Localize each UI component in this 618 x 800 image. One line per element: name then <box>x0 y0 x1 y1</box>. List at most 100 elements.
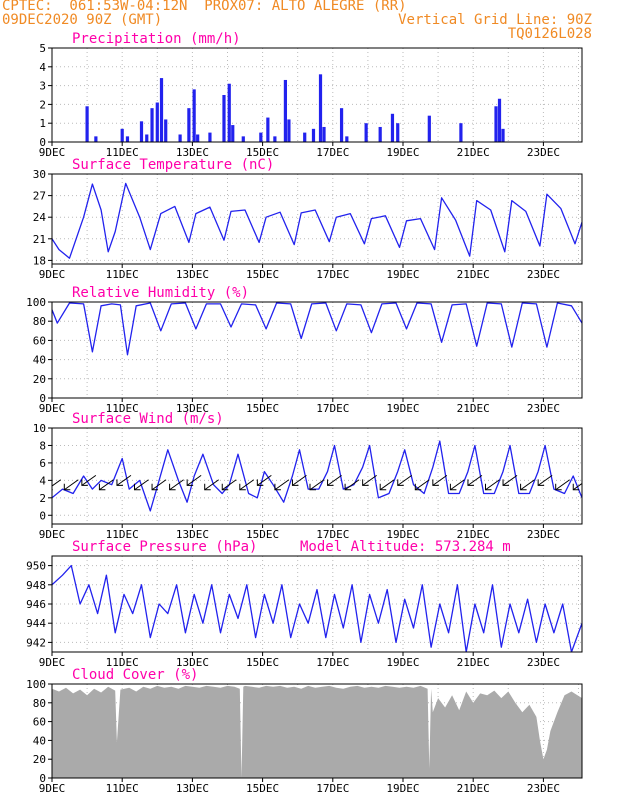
header-station: CPTEC: 061:53W-04:12N PROX07: ALTO ALEGR… <box>2 0 407 14</box>
precip-bar <box>259 132 263 142</box>
x-tick-label: 11DEC <box>106 402 139 415</box>
x-tick-label: 13DEC <box>176 656 209 669</box>
x-tick-label: 21DEC <box>457 528 490 541</box>
precip-bar <box>139 121 144 142</box>
x-tick-label: 11DEC <box>106 528 139 541</box>
y-tick-label: 100 <box>26 678 46 691</box>
y-tick-label: 950 <box>26 560 46 573</box>
series-line <box>52 564 582 652</box>
y-tick-label: 100 <box>26 296 46 309</box>
panel-extra-label: Model Altitude: 573.284 m <box>300 539 511 555</box>
precip-bar <box>459 123 463 142</box>
panel-5: 942 944 946 948 950 9DEC 11DEC 13DEC 15DEC 17DEC 1… <box>26 539 583 669</box>
wind-arrow-head <box>379 483 387 491</box>
x-tick-label: 23DEC <box>527 656 560 669</box>
wind-arrow <box>134 479 149 491</box>
y-tick-label: 944 <box>26 617 46 630</box>
x-tick-label: 13DEC <box>176 146 209 159</box>
x-tick-label: 17DEC <box>316 268 349 281</box>
wind-arrow-head <box>98 483 106 491</box>
panel-border <box>51 555 583 653</box>
x-tick-label: 13DEC <box>176 528 209 541</box>
precip-bar <box>427 115 431 142</box>
precip-bar <box>155 102 159 142</box>
precip-bar <box>322 126 326 142</box>
wind-arrow <box>292 474 307 486</box>
panel-frame <box>51 301 583 399</box>
x-tick-label: 21DEC <box>457 146 490 159</box>
panel-1: 0 1 2 3 4 5 9DEC 11DEC 13DEC 15DEC 17DEC 19DEC 21DEC… <box>39 31 583 159</box>
y-tick-label: 948 <box>26 579 46 592</box>
panel-border <box>51 47 583 143</box>
y-tick-label: 60 <box>33 716 46 729</box>
header-code: TQ0126L028 <box>507 26 592 42</box>
series-line <box>52 182 582 259</box>
precip-bar <box>150 108 154 142</box>
wind-arrow-head <box>239 483 246 491</box>
precip-bar <box>364 123 368 142</box>
wind-arrow-head <box>221 483 229 491</box>
wind-arrow-head <box>256 479 264 486</box>
y-tick-label: 60 <box>33 334 46 347</box>
x-tick-label: 15DEC <box>246 402 279 415</box>
wind-arrow-head <box>291 479 299 486</box>
precip-bar <box>497 98 502 142</box>
precip-bar <box>94 136 98 142</box>
series-line <box>52 302 582 356</box>
wind-arrow-head <box>520 483 527 491</box>
wind-arrow <box>502 474 518 486</box>
y-tick-label: 946 <box>26 598 46 611</box>
x-tick-label: 21DEC <box>457 402 490 415</box>
wind-arrow <box>204 479 219 491</box>
precip-bar <box>120 128 124 142</box>
x-tick-label: 15DEC <box>246 268 279 281</box>
wind-arrow <box>415 479 430 491</box>
precip-bar <box>159 78 164 142</box>
wind-arrow-head <box>169 483 176 491</box>
wind-arrow <box>432 474 448 486</box>
panel-frame <box>51 47 583 143</box>
wind-arrow-head <box>151 483 159 491</box>
x-tick-label: 19DEC <box>386 402 419 415</box>
x-tick-label: 19DEC <box>386 268 419 281</box>
precip-bar <box>396 123 400 142</box>
panel-title: Surface Pressure (hPa) <box>72 539 257 555</box>
y-tick-label: 20 <box>33 753 46 766</box>
wind-arrow-head <box>397 479 404 486</box>
y-tick-label: 1 <box>39 117 46 130</box>
precip-bar <box>208 132 212 142</box>
y-tick-label: 5 <box>39 42 46 55</box>
wind-arrow <box>450 479 465 491</box>
y-tick-label: 0 <box>39 136 46 149</box>
x-tick-label: 19DEC <box>386 656 419 669</box>
wind-arrow-head <box>484 483 492 491</box>
x-tick-label: 9DEC <box>39 528 66 541</box>
x-tick-label: 17DEC <box>316 782 349 795</box>
precip-bar <box>390 113 395 142</box>
wind-arrow <box>81 474 97 486</box>
x-tick-label: 17DEC <box>316 656 349 669</box>
panel-border <box>51 427 583 525</box>
y-tick-label: 8 <box>39 439 46 452</box>
y-tick-label: 0 <box>39 509 46 522</box>
wind-arrow <box>239 479 255 491</box>
panel-frame <box>51 173 583 265</box>
y-tick-label: 2 <box>39 492 46 505</box>
wind-arrow-head <box>432 479 439 486</box>
panel-6: 0 20 40 60 80 100 9DEC 11DEC 13DEC 15DEC 17DEC 19DE… <box>26 667 583 795</box>
wind-arrow-head <box>204 483 211 491</box>
header-run-time: 09DEC2020 90Z (GMT) <box>2 12 163 28</box>
wind-arrow <box>274 479 290 491</box>
header-grid-note: Vertical Grid Line: 90Z <box>398 12 592 28</box>
wind-arrow <box>467 474 483 486</box>
wind-arrow-head <box>344 483 352 491</box>
x-tick-label: 9DEC <box>39 146 66 159</box>
x-tick-label: 19DEC <box>386 782 419 795</box>
wind-arrow <box>257 474 272 486</box>
precip-bar <box>287 119 291 142</box>
precip-bar <box>164 119 168 142</box>
precip-bar <box>178 134 182 142</box>
x-tick-label: 23DEC <box>527 528 560 541</box>
precip-bar <box>266 117 270 142</box>
y-tick-label: 18 <box>33 254 46 267</box>
